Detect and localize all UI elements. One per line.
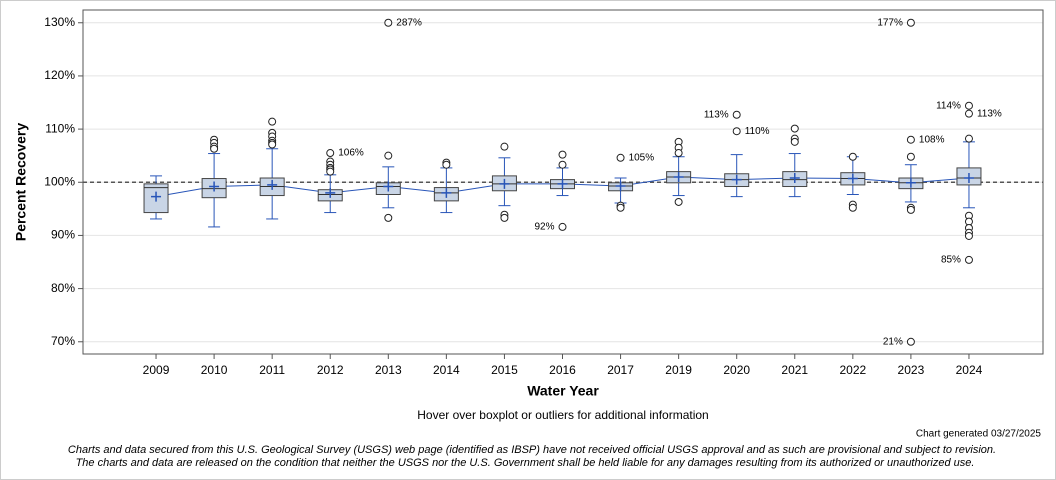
y-tick-label: 70% [51,334,75,348]
outlier-label: 85% [941,255,961,266]
outlier[interactable] [790,124,799,133]
x-tick-label: 2016 [549,363,576,377]
outlier[interactable] [790,137,799,146]
outlier[interactable] [732,127,741,136]
x-tick-label: 2015 [491,363,518,377]
outlier[interactable] [558,222,567,231]
y-tick-label: 120% [44,68,75,82]
outlier-label: 113% [977,108,1002,119]
outlier[interactable] [964,134,973,143]
x-axis-label: Water Year [527,383,599,399]
x-tick-label: 2022 [839,363,866,377]
outlier[interactable] [558,160,567,169]
y-tick-label: 100% [44,174,75,188]
outlier-label: 114% [936,100,961,111]
x-tick-label: 2011 [259,363,285,377]
mean-marker [615,180,626,191]
mean-marker [499,178,510,189]
disclaimer: The charts and data are released on the … [76,457,975,469]
y-tick-label: 130% [44,15,75,29]
outlier[interactable] [384,18,393,27]
outlier[interactable] [906,152,915,161]
x-tick-label: 2020 [723,363,750,377]
outlier[interactable] [384,151,393,160]
outlier-label: 110% [745,126,770,137]
outlier[interactable] [326,167,335,176]
outlier[interactable] [848,203,857,212]
outlier[interactable] [964,101,973,110]
outlier[interactable] [616,153,625,162]
outlier[interactable] [616,203,625,212]
outlier[interactable] [906,337,915,346]
outlier-label: 108% [919,134,945,145]
x-tick-label: 2024 [956,363,983,377]
outlier-label: 105% [629,152,655,163]
mean-marker [789,173,800,184]
outlier[interactable] [674,197,683,206]
outlier-label: 287% [396,17,422,28]
outlier[interactable] [500,142,509,151]
x-tick-label: 2013 [375,363,402,377]
outlier[interactable] [848,152,857,161]
mean-marker [847,173,858,184]
outlier[interactable] [268,140,277,149]
mean-marker [325,187,336,198]
x-tick-label: 2021 [781,363,808,377]
outlier-label: 92% [534,222,554,233]
y-tick-label: 110% [45,121,75,135]
x-tick-label: 2014 [433,363,460,377]
outlier[interactable] [384,213,393,222]
disclaimer: Charts and data secured from this U.S. G… [68,444,996,456]
outlier[interactable] [964,109,973,118]
mean-marker [557,178,568,189]
mean-marker [905,177,916,188]
x-tick-label: 2019 [665,363,692,377]
outlier[interactable] [906,205,915,214]
outlier[interactable] [674,149,683,158]
mean-marker [441,187,452,198]
mean-marker [151,191,162,202]
x-tick-label: 2017 [607,363,634,377]
mean-marker [731,174,742,185]
y-axis-label: Percent Recovery [13,123,29,242]
outlier[interactable] [500,213,509,222]
mean-marker [209,181,220,192]
generated-date: Chart generated 03/27/2025 [916,429,1042,440]
outlier-label: 177% [877,17,903,28]
outlier[interactable] [732,110,741,119]
x-tick-label: 2009 [143,363,170,377]
note: Hover over boxplot or outliers for addit… [417,408,708,422]
outlier-label: 21% [883,336,903,347]
outlier[interactable] [326,149,335,158]
outlier[interactable] [442,160,451,169]
outlier[interactable] [964,255,973,264]
mean-marker [383,181,394,192]
y-tick-label: 90% [51,228,75,242]
outlier[interactable] [964,231,973,240]
y-tick-label: 80% [51,281,75,295]
mean-marker [267,179,278,190]
mean-marker [963,173,974,184]
x-tick-label: 2023 [898,363,925,377]
outlier[interactable] [906,18,915,27]
x-tick-label: 2010 [201,363,228,377]
outlier[interactable] [210,144,219,153]
outlier-label: 106% [338,148,364,159]
mean-marker [673,171,684,182]
outlier-label: 113% [704,109,729,120]
outlier[interactable] [906,135,915,144]
x-tick-label: 2012 [317,363,344,377]
outlier[interactable] [558,150,567,159]
box[interactable] [143,183,169,214]
outlier[interactable] [268,117,277,126]
